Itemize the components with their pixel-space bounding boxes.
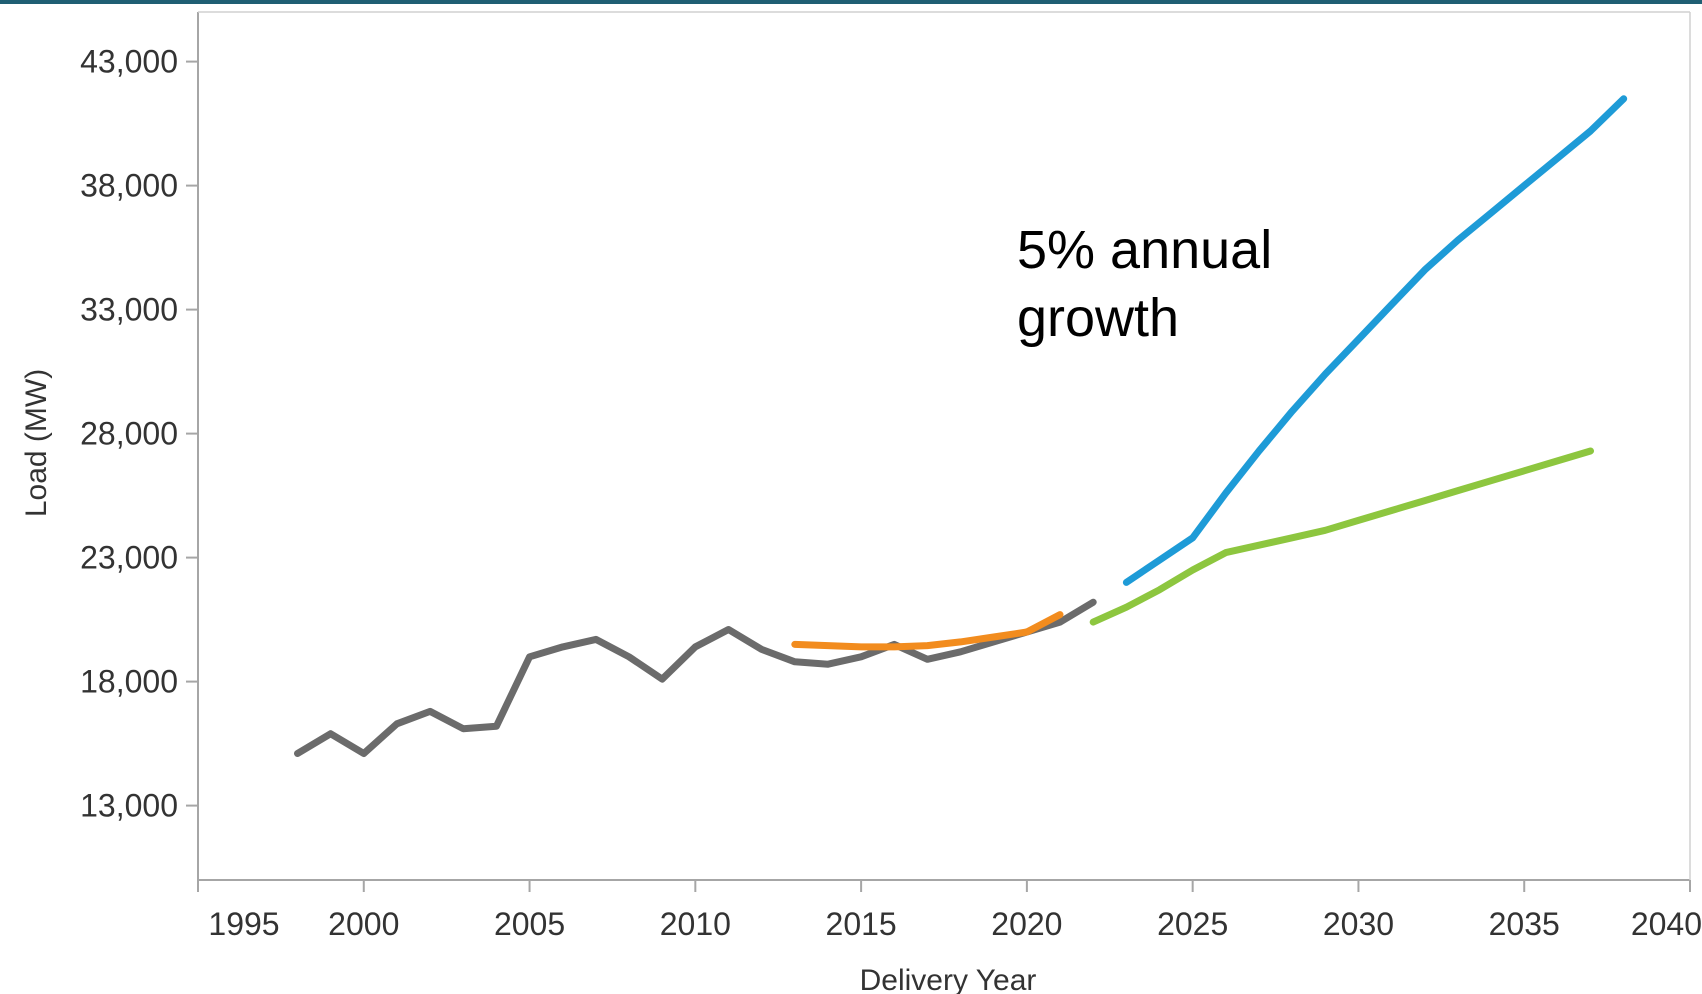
y-tick-label: 23,000: [80, 540, 178, 576]
x-axis-title: Delivery Year: [860, 964, 1037, 994]
series-layer: [294, 95, 1628, 757]
growth-annotation: 5% annual growth: [1017, 220, 1287, 348]
high-growth-forecast-line: [1122, 95, 1628, 586]
y-tick-label: 38,000: [80, 168, 178, 204]
growth-annotation-line-1: 5% annual: [1017, 220, 1272, 280]
x-axis: 1995 2000 2005 2010 2015 2020 2025 2030 2035 2040: [197, 880, 1702, 942]
baseline-forecast-line: [1089, 447, 1594, 626]
plot-frame: [197, 11, 1691, 881]
growth-annotation-line-2: growth: [1017, 288, 1179, 348]
x-tick-label: 1995: [208, 906, 279, 942]
x-tick-label: 2035: [1489, 906, 1560, 942]
x-tick-label: 2010: [660, 906, 731, 942]
historical-load-line: [294, 598, 1097, 757]
x-tick-label: 2000: [328, 906, 399, 942]
y-tick-label: 18,000: [80, 664, 178, 700]
x-tick-label: 2005: [494, 906, 565, 942]
y-axis-title: Load (MW): [20, 369, 53, 517]
y-axis: 13,000 18,000 23,000 28,000 33,000 38,000 43,0…: [80, 44, 198, 824]
top-border: [0, 0, 1702, 4]
x-tick-label: 2030: [1323, 906, 1394, 942]
y-tick-label: 13,000: [80, 788, 178, 824]
forecast-load-line: [791, 611, 1064, 651]
x-tick-label: 2040: [1631, 906, 1702, 942]
y-tick-label: 33,000: [80, 292, 178, 328]
y-tick-label: 43,000: [80, 44, 178, 80]
y-tick-label: 28,000: [80, 416, 178, 452]
x-tick-label: 2015: [826, 906, 897, 942]
x-tick-label: 2020: [991, 906, 1062, 942]
x-tick-label: 2025: [1157, 906, 1228, 942]
